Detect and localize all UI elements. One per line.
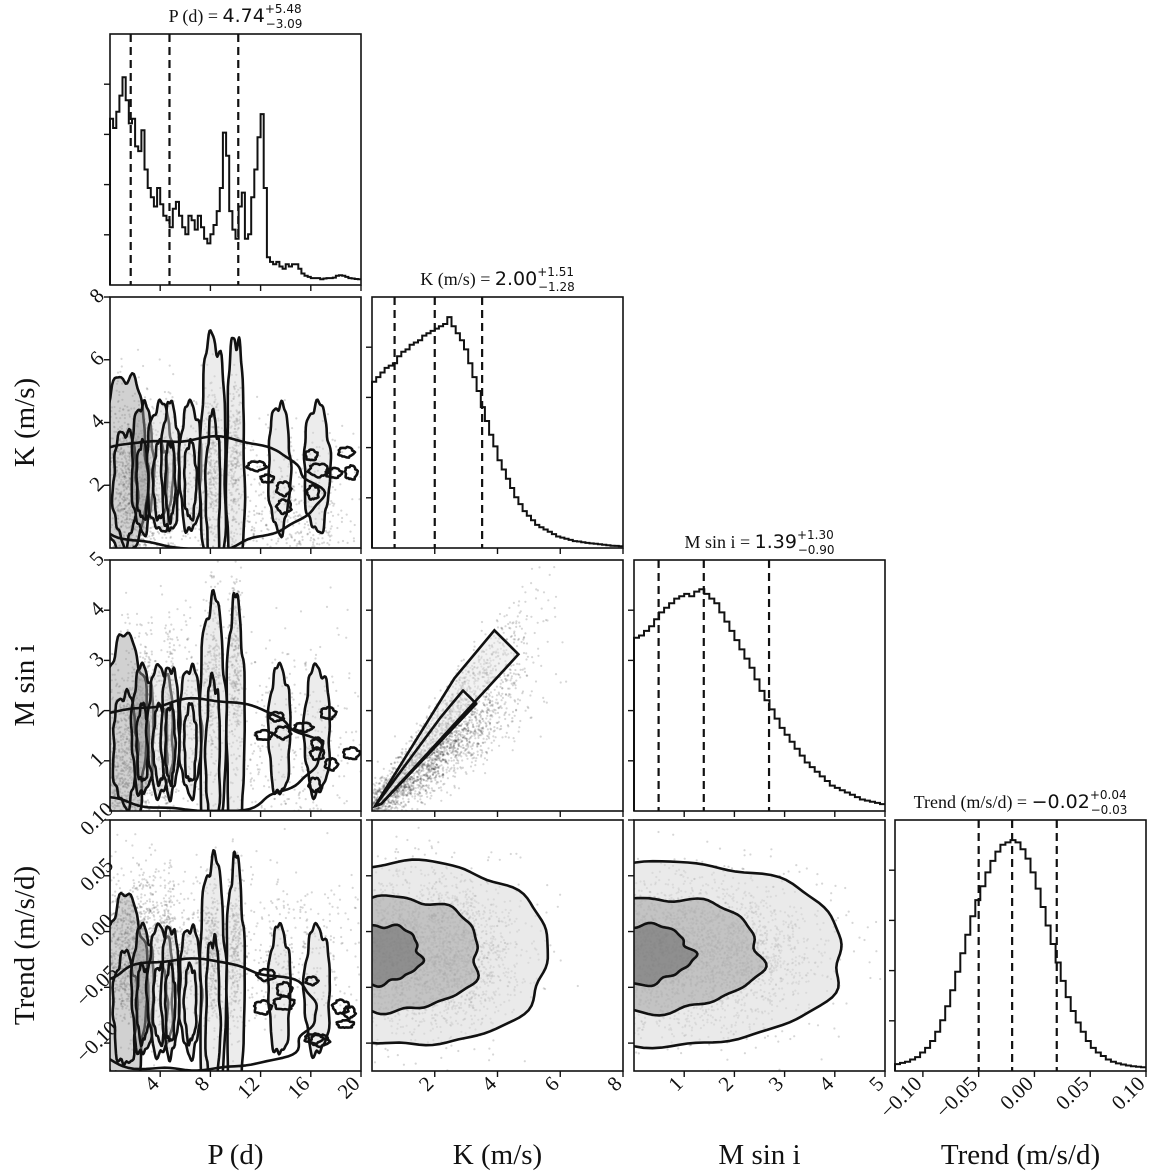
histogram-step-K — [371, 316, 623, 548]
panel-frame-Trend-Trend — [894, 819, 1147, 1072]
x-tick-label-P: 16 — [283, 1072, 315, 1104]
panel-title-Msini: M sin i = 1.39+1.30 −0.90 — [684, 528, 834, 557]
panel-title-name: Trend (m/s/d) = — [914, 792, 1032, 813]
x-tick-label-Trend: 0.00 — [995, 1072, 1038, 1115]
histogram-step-Msini — [633, 588, 885, 811]
histogram-Msini — [633, 560, 885, 811]
histogram-step-P — [109, 76, 361, 285]
panel-title-Trend: Trend (m/s/d) = −0.02+0.04 −0.03 — [914, 788, 1128, 817]
panel-title-value: 2.00 — [495, 268, 537, 290]
contours-P-Trend — [110, 849, 358, 1071]
panel-title-plus: +5.48 — [265, 2, 302, 16]
panel-frame-K-K — [371, 296, 624, 549]
y-axis-label-Trend: Trend (m/s/d) — [9, 866, 41, 1025]
contours-P-K — [110, 329, 360, 548]
x-tick-label-P: 20 — [333, 1072, 365, 1104]
histogram-P — [109, 34, 361, 285]
panel-title-minus: −1.28 — [538, 280, 575, 294]
panel-frame-P-P — [109, 33, 362, 286]
y-tick-label-K: 6 — [84, 346, 108, 370]
panel-title-name: P (d) = — [169, 6, 223, 27]
contours-K-Msini — [372, 628, 521, 809]
histogram-K — [371, 297, 623, 548]
panel-title-P: P (d) = 4.74+5.48 −3.09 — [169, 2, 303, 31]
y-tick-label-Msini: 1 — [84, 747, 108, 771]
y-axis-label-K: K (m/s) — [9, 378, 41, 467]
contours-Msini-Trend — [634, 859, 843, 1050]
y-tick-label-Msini: 2 — [84, 697, 108, 721]
panel-title-minus: −0.90 — [798, 543, 835, 557]
x-axis-label-P: P (d) — [207, 1139, 263, 1171]
x-tick-label-Trend: −0.10 — [875, 1072, 926, 1123]
histogram-layer — [109, 34, 1146, 1071]
panel-title-minus: −0.03 — [1091, 803, 1128, 817]
y-tick-label-K: 4 — [84, 409, 109, 434]
contours-P-Msini — [110, 588, 361, 811]
panel-title-value: −0.02 — [1032, 791, 1090, 813]
y-tick-label-Msini: 5 — [84, 546, 108, 570]
y-tick-label-Msini: 3 — [84, 647, 108, 671]
panel-title-plus: +1.30 — [797, 528, 834, 542]
x-axis-label-K: K (m/s) — [453, 1139, 542, 1171]
x-tick-label-P: 12 — [232, 1072, 264, 1104]
panel-title-K: K (m/s) = 2.00+1.51 −1.28 — [420, 265, 575, 294]
panel-title-plus: +1.51 — [537, 265, 574, 279]
y-tick-label-K: 2 — [84, 472, 108, 496]
panel-title-plus: +0.04 — [1090, 788, 1127, 802]
y-tick-label-Msini: 4 — [84, 596, 109, 621]
contour-layer — [110, 329, 843, 1071]
panel-frames-layer — [109, 33, 1147, 1072]
x-tick-label-Trend: 0.05 — [1051, 1072, 1094, 1115]
panel-title-name: M sin i = — [684, 532, 754, 552]
y-tick-label-K: 8 — [84, 283, 108, 307]
histogram-step-Trend — [894, 839, 1146, 1071]
panel-title-minus: −3.09 — [266, 17, 303, 31]
scatter-K-Msini — [372, 566, 568, 811]
x-axis-label-Msini: M sin i — [718, 1139, 800, 1171]
panel-frame-Msini-Msini — [633, 559, 886, 812]
panel-title-value: 4.74 — [223, 5, 265, 27]
panel-frame-Msini-Trend — [633, 819, 886, 1072]
panel-title-value: 1.39 — [755, 531, 797, 553]
contours-K-Trend — [372, 858, 550, 1047]
histogram-Trend — [894, 820, 1146, 1071]
x-axis-label-Trend: Trend (m/s/d) — [941, 1139, 1100, 1171]
panel-frame-P-Trend — [109, 819, 362, 1072]
panel-frame-P-Msini — [109, 559, 362, 812]
x-tick-label-Trend: −0.05 — [931, 1072, 982, 1123]
y-tick-label-Trend: 0.05 — [75, 853, 118, 896]
x-tick-label-Trend: 0.10 — [1107, 1072, 1150, 1115]
y-axis-label-Msini: M sin i — [9, 644, 41, 726]
tick-layer — [104, 83, 1147, 1077]
panel-title-name: K (m/s) = — [420, 269, 495, 290]
